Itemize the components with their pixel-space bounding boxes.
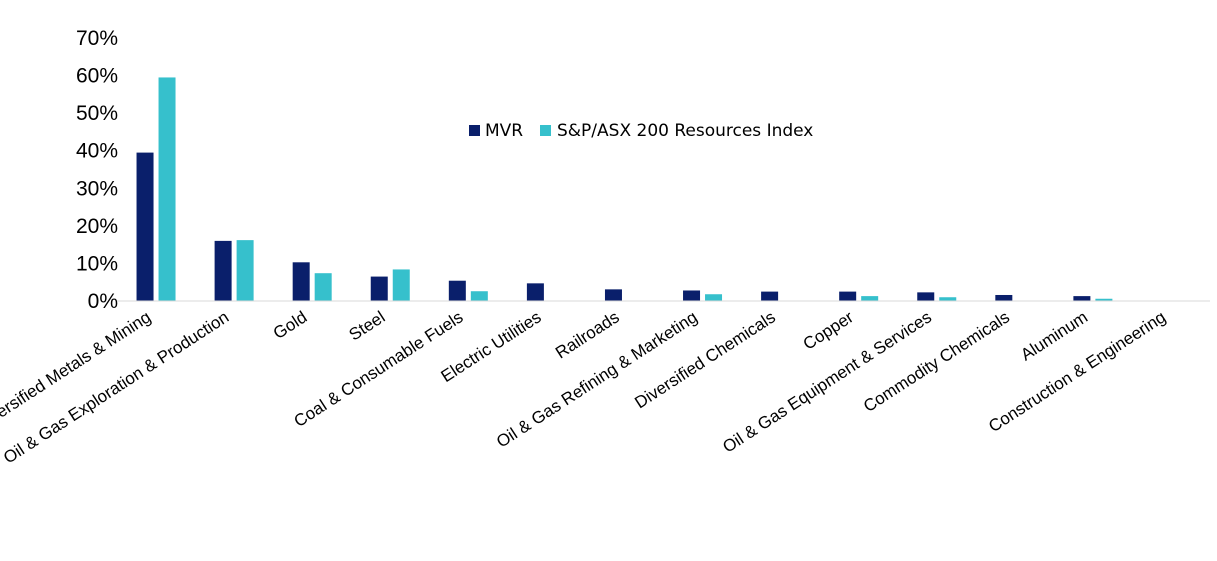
legend-label-index: S&P/ASX 200 Resources Index [557, 121, 813, 141]
x-category-label: Diversified Chemicals [631, 307, 778, 412]
x-category-label: Railroads [552, 307, 623, 362]
bar-index [705, 294, 723, 301]
y-tick-label: 60% [76, 65, 118, 88]
y-tick-label: 50% [76, 102, 118, 125]
bar-mvr [761, 291, 779, 301]
y-tick-label: 40% [76, 140, 118, 163]
bar-series-group [136, 77, 1169, 301]
x-category-label: Steel [346, 307, 389, 344]
y-tick-label: 30% [76, 177, 118, 200]
bar-index [1095, 298, 1113, 301]
x-category-label: Gold [270, 307, 310, 342]
bar-index [939, 297, 957, 301]
y-tick-label: 10% [76, 252, 118, 275]
legend-swatch-mvr [469, 125, 480, 136]
legend-swatch-index [540, 125, 551, 136]
bar-mvr [839, 291, 857, 301]
bar-mvr [448, 280, 466, 301]
y-tick-label: 20% [76, 215, 118, 238]
bar-index [861, 296, 879, 301]
y-tick-label: 70% [76, 27, 118, 50]
y-tick-label: 0% [88, 290, 118, 313]
bar-mvr [214, 240, 232, 301]
bar-index [236, 240, 254, 301]
x-category-label: Aluminum [1017, 307, 1091, 364]
bar-index [314, 273, 332, 301]
x-category-label: Copper [800, 307, 857, 353]
bar-mvr [995, 294, 1013, 301]
bar-mvr [1073, 296, 1091, 301]
y-axis: 0% 10% 20% 30% 40% 50% 60% 70% [76, 27, 118, 313]
bar-mvr [292, 262, 310, 301]
bar-mvr [526, 283, 544, 301]
bar-mvr [604, 289, 622, 301]
bar-mvr [917, 292, 935, 301]
bar-index [470, 291, 488, 301]
bar-index [158, 77, 176, 301]
bar-mvr [683, 290, 701, 301]
x-category-label: Commodity Chemicals [860, 307, 1013, 416]
bar-mvr [370, 276, 388, 301]
legend: MVR S&P/ASX 200 Resources Index [469, 121, 813, 141]
bar-index [392, 269, 410, 301]
legend-label-mvr: MVR [485, 121, 523, 141]
bar-mvr [136, 152, 154, 301]
